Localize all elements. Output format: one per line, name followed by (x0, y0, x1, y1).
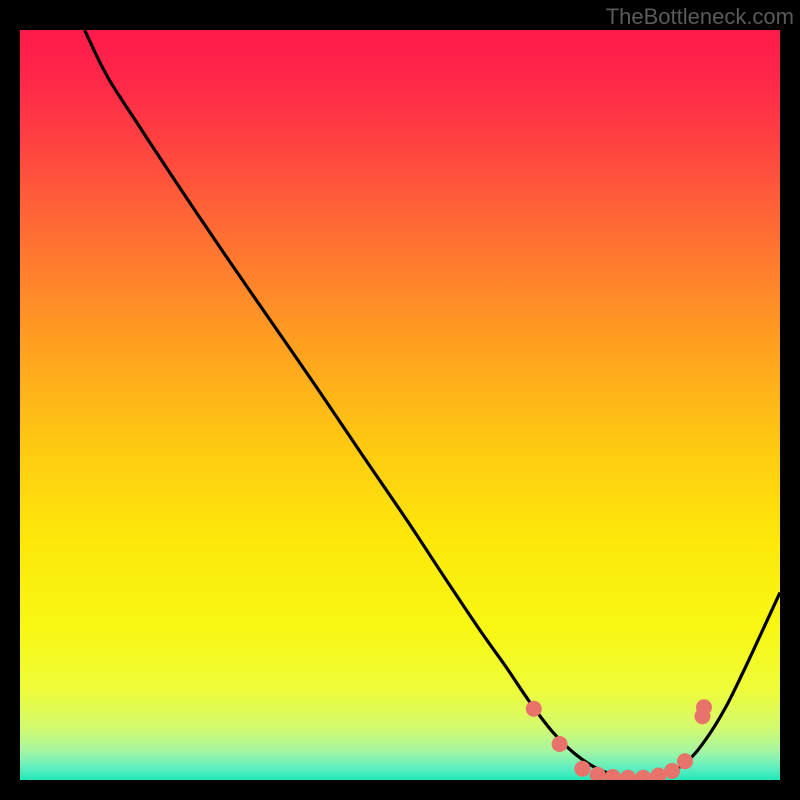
curve-marker (590, 767, 606, 780)
curve-marker (650, 768, 666, 781)
curve-marker (696, 699, 712, 715)
curve-marker (664, 763, 680, 779)
bottleneck-curve (85, 30, 780, 778)
curve-marker (620, 770, 636, 780)
curve-layer (20, 30, 780, 780)
plot-area (20, 30, 780, 780)
chart-container: TheBottleneck.com (0, 0, 800, 800)
curve-marker (677, 753, 693, 769)
curve-markers (526, 699, 712, 780)
curve-marker (552, 736, 568, 752)
curve-marker (605, 769, 621, 780)
curve-marker (526, 701, 542, 717)
curve-marker (574, 761, 590, 777)
watermark-text: TheBottleneck.com (606, 4, 794, 30)
curve-marker (635, 770, 651, 780)
